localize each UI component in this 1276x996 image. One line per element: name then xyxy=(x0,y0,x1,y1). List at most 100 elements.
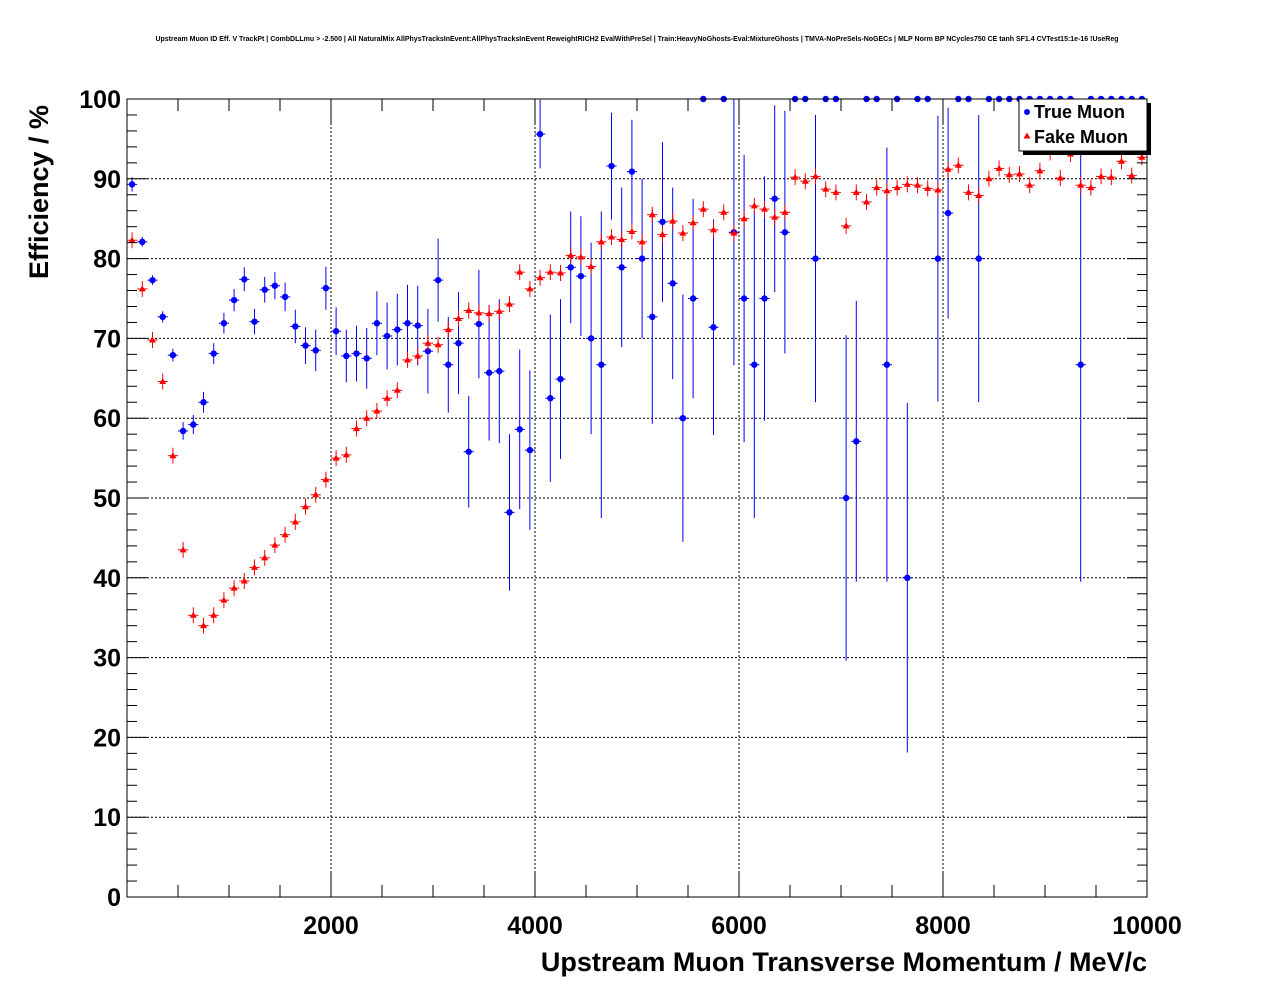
x-tick-label: 2000 xyxy=(303,912,359,940)
legend-label-fake-muon: Fake Muon xyxy=(1034,127,1128,147)
fake-muon-point xyxy=(730,229,738,236)
legend: True Muon Fake Muon xyxy=(1018,98,1151,155)
fake-muon-point xyxy=(608,233,615,240)
fake-muon-point xyxy=(1128,172,1136,179)
fake-muon-point xyxy=(1107,173,1115,180)
true-muon-point xyxy=(557,375,564,383)
fake-muon-point xyxy=(1138,153,1146,160)
fake-muon-point xyxy=(179,546,187,553)
y-tick-label: 0 xyxy=(107,884,121,912)
true-muon-point xyxy=(190,421,197,428)
fake-muon-point xyxy=(720,208,728,215)
fake-muon-point xyxy=(750,202,758,209)
true-muon-point xyxy=(475,320,483,328)
true-muon-point xyxy=(761,295,768,302)
true-muon-point xyxy=(618,264,625,271)
fake-muon-point xyxy=(822,185,830,192)
y-tick-label: 100 xyxy=(79,86,121,114)
true-muon-point xyxy=(598,361,605,368)
true-muon-point xyxy=(771,195,778,202)
fake-muon-point xyxy=(995,164,1003,171)
fake-muon-point xyxy=(495,307,503,314)
true-muon-point xyxy=(934,255,942,262)
true-muon-point xyxy=(506,509,513,516)
chart-title: Upstream Muon ID Eff. V TrackPt | CombDL… xyxy=(155,36,1118,43)
true-muon-point xyxy=(944,209,952,217)
true-muon-point xyxy=(608,162,615,170)
fake-muon-point xyxy=(1005,171,1013,178)
fake-muon-point xyxy=(149,336,156,343)
fake-muon-point xyxy=(954,161,962,168)
true-muon-point xyxy=(485,369,493,376)
x-tick-label: 10000 xyxy=(1112,912,1182,940)
fake-muon-point xyxy=(332,454,340,461)
true-muon-point xyxy=(414,322,421,329)
true-muon-point xyxy=(353,350,360,357)
fake-muon-series xyxy=(127,144,1147,634)
fake-muon-point xyxy=(893,184,901,191)
fake-muon-point xyxy=(475,309,483,316)
fake-muon-point xyxy=(863,198,870,205)
true-muon-point xyxy=(904,574,911,581)
true-muon-point xyxy=(271,282,279,289)
true-muon-point xyxy=(241,276,248,283)
fake-muon-point xyxy=(832,188,840,195)
fake-muon-point xyxy=(934,186,942,193)
y-axis-label: Efficiency / % xyxy=(24,105,54,279)
fake-muon-point xyxy=(1026,181,1034,188)
true-muon-point xyxy=(812,255,819,262)
true-muon-point xyxy=(363,355,370,362)
fake-muon-point xyxy=(944,165,952,172)
fake-muon-point xyxy=(648,211,656,218)
true-muon-point xyxy=(149,276,156,284)
fake-muon-point xyxy=(169,452,177,459)
fake-muon-point xyxy=(924,184,932,191)
fake-muon-point xyxy=(689,219,697,226)
legend-box xyxy=(1018,98,1148,152)
true-muon-point xyxy=(230,296,238,304)
x-axis: 2000 4000 6000 8000 10000 xyxy=(177,99,1182,940)
fake-muon-point xyxy=(659,231,666,238)
fake-muon-point xyxy=(240,577,248,584)
fake-muon-point xyxy=(1016,170,1023,177)
true-muon-point xyxy=(781,229,789,236)
true-muon-point xyxy=(740,295,748,302)
true-muon-point xyxy=(659,218,666,226)
true-muon-point xyxy=(587,335,595,342)
fake-muon-point xyxy=(597,238,605,245)
true-muon-point xyxy=(169,351,177,359)
true-muon-point xyxy=(669,280,676,287)
x-tick-label: 8000 xyxy=(915,912,971,940)
fake-muon-point xyxy=(557,269,564,276)
fake-muon-point xyxy=(393,386,401,393)
legend-marker-fake-muon xyxy=(1023,132,1031,139)
true-muon-point xyxy=(455,339,462,347)
fake-muon-point xyxy=(771,213,779,220)
data-series xyxy=(127,95,1147,753)
true-muon-point xyxy=(679,415,687,422)
fake-muon-point xyxy=(302,503,309,510)
fake-muon-point xyxy=(1077,181,1085,188)
true-muon-point xyxy=(975,255,982,262)
y-tick-label: 70 xyxy=(93,325,121,353)
fake-muon-point xyxy=(363,414,371,421)
fake-muon-point xyxy=(669,217,677,224)
fake-muon-point xyxy=(210,611,218,618)
fake-muon-point xyxy=(220,596,228,603)
fake-muon-point xyxy=(455,314,462,321)
fake-muon-point xyxy=(322,476,330,483)
fake-muon-point xyxy=(138,285,146,292)
fake-muon-point xyxy=(791,173,799,180)
fake-muon-point xyxy=(424,339,432,346)
true-muon-point xyxy=(689,295,697,302)
fake-muon-point xyxy=(536,274,544,281)
fake-muon-point xyxy=(200,622,207,629)
y-axis: 0 10 20 30 40 50 60 70 80 90 100 xyxy=(79,86,1147,912)
fake-muon-point xyxy=(781,208,789,215)
y-tick-label: 60 xyxy=(93,405,121,433)
true-muon-point xyxy=(404,320,411,327)
y-tick-label: 50 xyxy=(93,485,121,513)
true-muon-point xyxy=(322,284,330,292)
true-muon-point xyxy=(251,318,258,325)
